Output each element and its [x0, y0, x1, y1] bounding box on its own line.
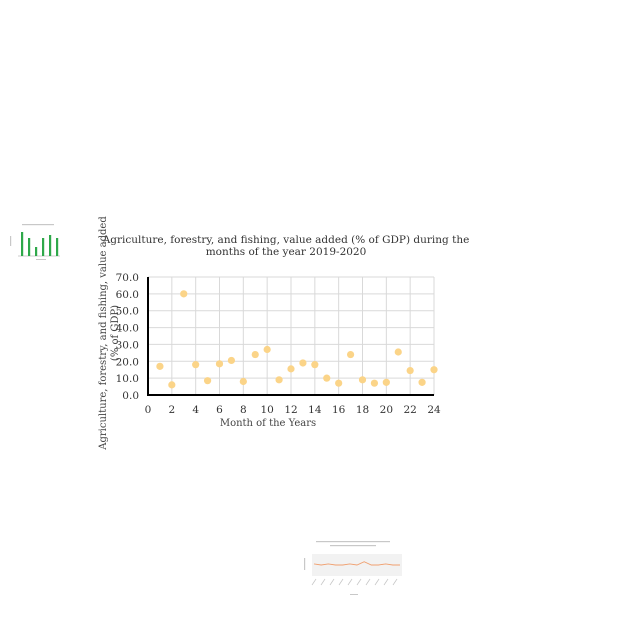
y-tick-label: 50.0 [116, 306, 139, 318]
scatter-point [382, 378, 390, 386]
x-tick-label: 4 [192, 404, 199, 416]
scatter-point [287, 365, 295, 373]
scatter-point [239, 377, 247, 386]
x-tick-label: 12 [284, 404, 297, 416]
scatter-point [168, 381, 176, 389]
mini-line-chart-series [313, 561, 400, 566]
x-tick-labels: 0 2 4 6 8 10 12 14 16 18 20 22 24 [145, 404, 441, 416]
scatter-point [263, 345, 271, 354]
mini-bar [35, 247, 38, 256]
scatter-point [323, 374, 331, 382]
mini-line-x-tick-mark [383, 578, 389, 586]
x-tick-label: 20 [380, 404, 393, 416]
y-axis-label-line-1: Agriculture, forestry, and fishing, valu… [98, 216, 109, 451]
mini-bar-chart-title-mark [22, 224, 54, 226]
mini-line-x-tick-mark [356, 578, 362, 586]
mini-line-chart-thumbnail [304, 541, 402, 595]
scatter-point [192, 361, 200, 369]
y-tick-labels: 0.0 10.0 20.0 30.0 40.0 50.0 60.0 70.0 [116, 272, 139, 402]
x-tick-label: 6 [216, 404, 223, 416]
scatter-point [406, 366, 414, 375]
x-tick-label: 18 [356, 404, 369, 416]
x-axis-label: Month of the Years [220, 418, 316, 429]
mini-line-chart-title-mark-2 [330, 545, 376, 547]
scatter-point [203, 377, 212, 385]
scatter-point [227, 356, 236, 365]
scatter-point [311, 361, 319, 369]
chart-title-line-2: months of the year 2019-2020 [206, 246, 367, 258]
y-axis-label-line-2: (% of GDP) [110, 305, 121, 361]
mini-line-x-tick-mark [347, 578, 353, 586]
x-tick-label: 24 [427, 404, 441, 416]
mini-line-x-tick-mark [329, 578, 335, 586]
y-tick-label: 60.0 [116, 289, 139, 301]
mini-line-chart-title-mark-1 [316, 541, 390, 543]
scatter-point [335, 379, 343, 387]
mini-bar [42, 238, 45, 256]
x-tick-label: 10 [260, 404, 273, 416]
chart-title: Agriculture, forestry, and fishing, valu… [102, 234, 470, 258]
y-tick-label: 70.0 [116, 272, 139, 284]
mini-bar [49, 235, 52, 256]
y-tick-label: 40.0 [116, 323, 139, 335]
scatter-point [370, 379, 379, 387]
x-tick-label: 8 [240, 404, 247, 416]
y-tick-label: 0.0 [122, 390, 139, 402]
x-tick-label: 14 [308, 404, 322, 416]
mini-line-x-tick-mark [311, 578, 317, 586]
y-tick-label: 20.0 [116, 356, 139, 368]
mini-line-x-tick-mark [365, 578, 371, 586]
mini-bar-chart-bars [21, 232, 59, 256]
mini-line-x-tick-mark [374, 578, 380, 586]
y-axis-label: Agriculture, forestry, and fishing, valu… [98, 216, 121, 451]
y-tick-label: 30.0 [116, 339, 139, 351]
mini-bar-chart-xlabel-mark [36, 259, 46, 260]
scatter-point [430, 366, 438, 374]
mini-line-x-tick-mark [392, 578, 398, 586]
x-tick-label: 0 [145, 404, 152, 416]
scatter-point [275, 376, 283, 384]
x-tick-label: 16 [332, 404, 346, 416]
mini-line-chart-xlabel-mark [350, 594, 358, 595]
mini-line-chart-ylabel-mark [304, 558, 306, 570]
chart-title-line-1: Agriculture, forestry, and fishing, valu… [102, 234, 470, 246]
mini-bar [28, 238, 31, 256]
mini-line-x-tick-mark [320, 578, 326, 586]
y-tick-label: 10.0 [116, 373, 139, 385]
mini-bar [56, 238, 59, 256]
gridlines [147, 276, 435, 396]
mini-line-x-tick-mark [338, 578, 344, 586]
x-tick-label: 22 [403, 404, 416, 416]
mini-bar-chart-thumbnail [10, 224, 60, 260]
data-points [156, 290, 438, 389]
scatter-point [418, 378, 426, 386]
scatter-point [180, 290, 188, 298]
scatter-point [215, 360, 224, 368]
scatter-point [394, 348, 402, 356]
mini-bar [21, 232, 24, 256]
scatter-point [346, 350, 355, 359]
x-tick-label: 2 [168, 404, 175, 416]
axes [147, 277, 434, 396]
scatter-point [299, 359, 307, 367]
mini-line-chart-x-tick-marks [311, 578, 398, 586]
scatter-point [156, 362, 164, 370]
mini-bar-chart-ylabel-mark [10, 236, 12, 246]
scatter-point [251, 350, 259, 359]
scatter-point [358, 376, 367, 384]
